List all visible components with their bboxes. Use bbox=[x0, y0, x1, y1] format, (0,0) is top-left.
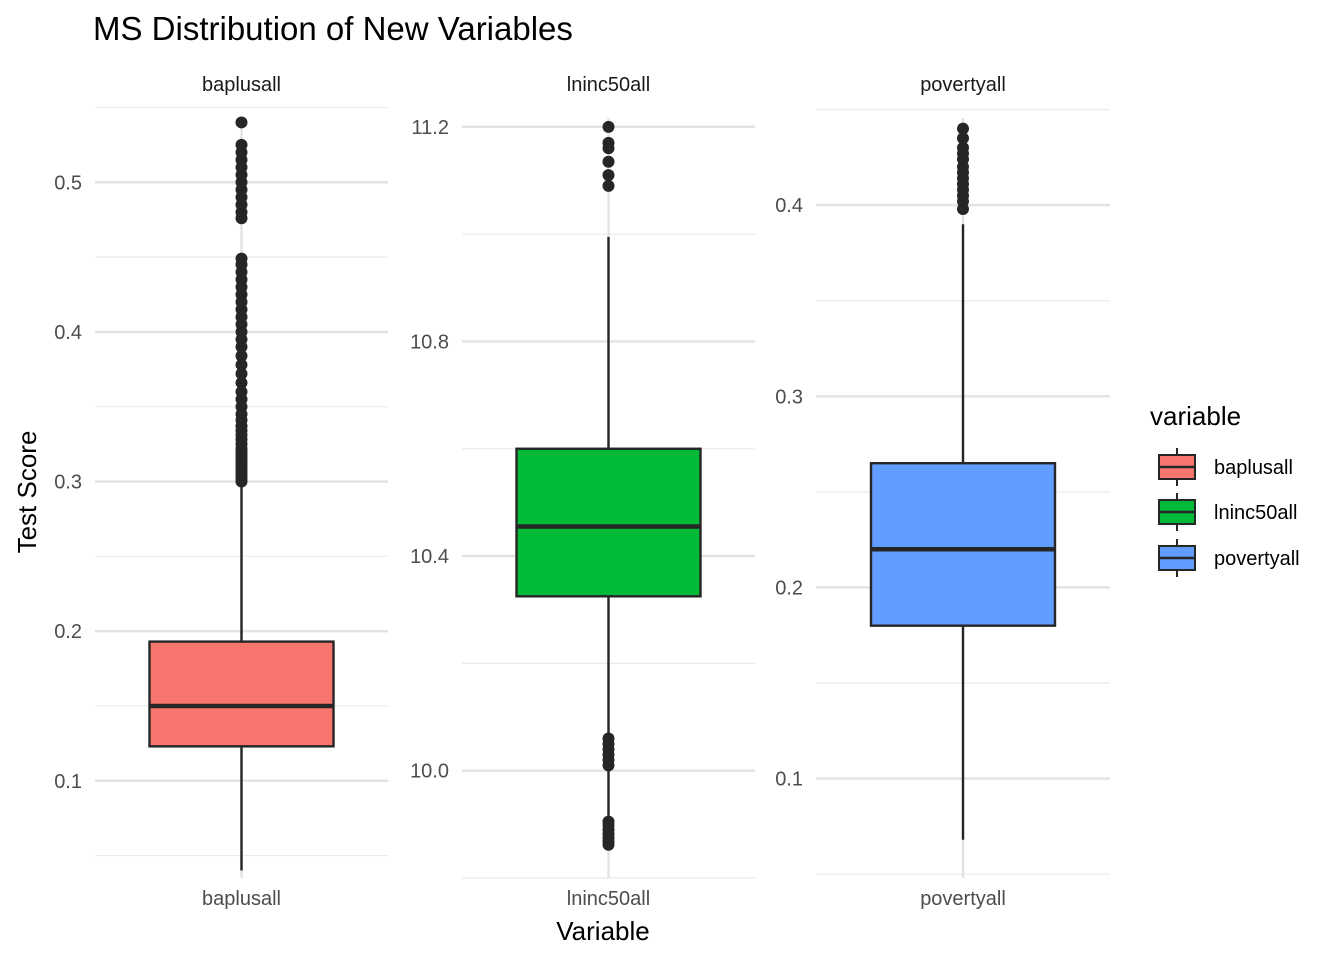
outlier-point bbox=[602, 179, 615, 192]
outlier-point bbox=[602, 732, 615, 745]
iqr-box bbox=[869, 461, 1057, 627]
legend-label: lninc50all bbox=[1214, 502, 1297, 524]
panel-baplusall: 0.1 0.2 0.3 0.4 0.5 baplusall baplusall bbox=[54, 74, 388, 910]
y-tick-label: 0.3 bbox=[54, 472, 82, 494]
chart-title: MS Distribution of New Variables bbox=[93, 10, 573, 47]
y-tick-label: 0.4 bbox=[775, 195, 803, 217]
strip-label: lninc50all bbox=[567, 74, 650, 96]
legend-item-baplusall: baplusall bbox=[1158, 448, 1293, 486]
panel-lninc50all: 10.0 10.4 10.8 11.2 lninc50all lninc50all bbox=[410, 74, 755, 910]
iqr-box bbox=[148, 640, 335, 748]
strip-label: povertyall bbox=[920, 74, 1006, 96]
outlier-point bbox=[602, 169, 615, 182]
outlier-point bbox=[957, 122, 969, 135]
outlier-point bbox=[602, 155, 615, 168]
y-tick-label: 0.2 bbox=[54, 621, 82, 643]
legend-item-lninc50all: lninc50all bbox=[1158, 493, 1297, 531]
outlier-point bbox=[602, 815, 615, 828]
outlier-point bbox=[957, 141, 969, 154]
legend: variable baplusall lninc50all povertyall bbox=[1150, 401, 1300, 577]
outlier-point bbox=[235, 138, 248, 151]
y-tick-label: 0.4 bbox=[54, 322, 82, 344]
outlier-point bbox=[235, 385, 248, 398]
outlier-point bbox=[235, 358, 248, 371]
facet-panels: 0.10.20.30.40.5baplusallbaplusall10.010.… bbox=[54, 74, 1110, 910]
y-tick-label: 11.2 bbox=[412, 117, 449, 139]
outlier-point bbox=[235, 376, 248, 389]
outlier-point bbox=[602, 136, 615, 149]
outlier-point bbox=[235, 116, 248, 129]
panel-povertyall: 0.1 0.2 0.3 0.4 povertyall povertyall bbox=[775, 74, 1110, 910]
y-tick-label: 0.3 bbox=[775, 386, 803, 408]
y-tick-label: 10.8 bbox=[410, 331, 449, 353]
y-tick-label: 0.5 bbox=[54, 172, 82, 194]
outlier-point bbox=[602, 120, 615, 133]
y-axis-title: Test Score bbox=[12, 431, 42, 554]
x-axis-title: Variable bbox=[556, 916, 649, 946]
legend-label: baplusall bbox=[1214, 457, 1293, 479]
outlier-point bbox=[235, 367, 248, 380]
outlier-point bbox=[235, 349, 248, 362]
y-tick-label: 0.2 bbox=[775, 577, 803, 599]
x-tick-label: povertyall bbox=[920, 888, 1006, 910]
x-tick-label: lninc50all bbox=[567, 888, 650, 910]
outlier-point bbox=[957, 132, 969, 145]
strip-label: baplusall bbox=[202, 74, 281, 96]
legend-title: variable bbox=[1150, 401, 1241, 431]
y-tick-label: 0.1 bbox=[54, 771, 82, 793]
x-tick-label: baplusall bbox=[202, 888, 281, 910]
legend-label: povertyall bbox=[1214, 548, 1300, 570]
y-tick-label: 10.4 bbox=[410, 546, 449, 568]
y-tick-label: 0.1 bbox=[775, 769, 803, 791]
legend-item-povertyall: povertyall bbox=[1158, 539, 1300, 577]
y-tick-label: 10.0 bbox=[410, 761, 449, 783]
iqr-box bbox=[515, 447, 702, 598]
outlier-point bbox=[235, 252, 248, 265]
